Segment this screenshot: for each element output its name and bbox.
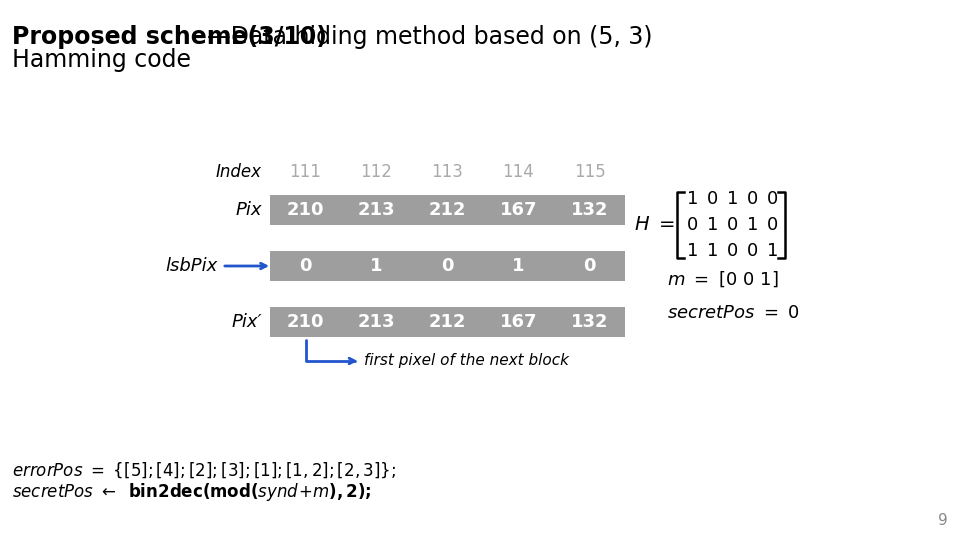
Text: $secretPos\ =\ 0$: $secretPos\ =\ 0$ <box>667 304 800 322</box>
Text: 9: 9 <box>938 513 948 528</box>
Text: 1: 1 <box>371 257 383 275</box>
Text: 167: 167 <box>500 201 538 219</box>
Text: lsbPix: lsbPix <box>166 257 218 275</box>
Text: 111: 111 <box>290 163 322 181</box>
Bar <box>270 195 625 225</box>
Text: $H\ =$: $H\ =$ <box>634 215 675 234</box>
Text: 1: 1 <box>687 190 699 208</box>
Text: 1: 1 <box>708 216 719 234</box>
Text: Proposed scheme(3/10): Proposed scheme(3/10) <box>12 25 327 49</box>
Text: Hamming code: Hamming code <box>12 48 191 72</box>
Text: 0: 0 <box>300 257 312 275</box>
Text: Index: Index <box>216 163 262 181</box>
Text: $\mathbf{bin2dec(mod(}synd\!+\!m\mathbf{),2);}$: $\mathbf{bin2dec(mod(}synd\!+\!m\mathbf{… <box>128 481 372 503</box>
Text: 213: 213 <box>358 201 396 219</box>
Bar <box>270 307 625 337</box>
Text: 132: 132 <box>571 313 609 331</box>
Text: 210: 210 <box>287 201 324 219</box>
Text: 167: 167 <box>500 313 538 331</box>
Text: 0: 0 <box>767 190 779 208</box>
Text: 1: 1 <box>767 242 779 260</box>
Text: 0: 0 <box>748 190 758 208</box>
Text: 115: 115 <box>574 163 606 181</box>
Text: 0: 0 <box>584 257 596 275</box>
Text: 132: 132 <box>571 201 609 219</box>
Text: 0: 0 <box>728 216 738 234</box>
Text: 0: 0 <box>687 216 699 234</box>
Text: 0: 0 <box>728 242 738 260</box>
Text: 212: 212 <box>429 313 467 331</box>
Text: 113: 113 <box>432 163 464 181</box>
Text: $secretPos\ \leftarrow\ $: $secretPos\ \leftarrow\ $ <box>12 483 116 501</box>
Text: 0: 0 <box>767 216 779 234</box>
Text: 0: 0 <box>708 190 719 208</box>
Text: 213: 213 <box>358 313 396 331</box>
Text: 112: 112 <box>361 163 393 181</box>
Text: 114: 114 <box>503 163 535 181</box>
Text: 0: 0 <box>748 242 758 260</box>
Text: 0: 0 <box>442 257 454 275</box>
Text: Pix: Pix <box>235 201 262 219</box>
Text: —Data hiding method based on (5, 3): —Data hiding method based on (5, 3) <box>207 25 653 49</box>
Text: 1: 1 <box>728 190 738 208</box>
Text: 1: 1 <box>708 242 719 260</box>
Text: 1: 1 <box>687 242 699 260</box>
Text: 1: 1 <box>513 257 525 275</box>
Text: first pixel of the next block: first pixel of the next block <box>365 354 569 368</box>
Text: 210: 210 <box>287 313 324 331</box>
Text: $errorPos\ =\ \{[5];[4];[2];[3];[1];[1,2];[2,3]\};$: $errorPos\ =\ \{[5];[4];[2];[3];[1];[1,2… <box>12 460 396 480</box>
Bar <box>270 251 625 281</box>
Text: 212: 212 <box>429 201 467 219</box>
Text: $m\ =\ [0\ 0\ 1]$: $m\ =\ [0\ 0\ 1]$ <box>667 269 779 289</box>
Text: Pix′: Pix′ <box>231 313 262 331</box>
Text: 1: 1 <box>747 216 758 234</box>
